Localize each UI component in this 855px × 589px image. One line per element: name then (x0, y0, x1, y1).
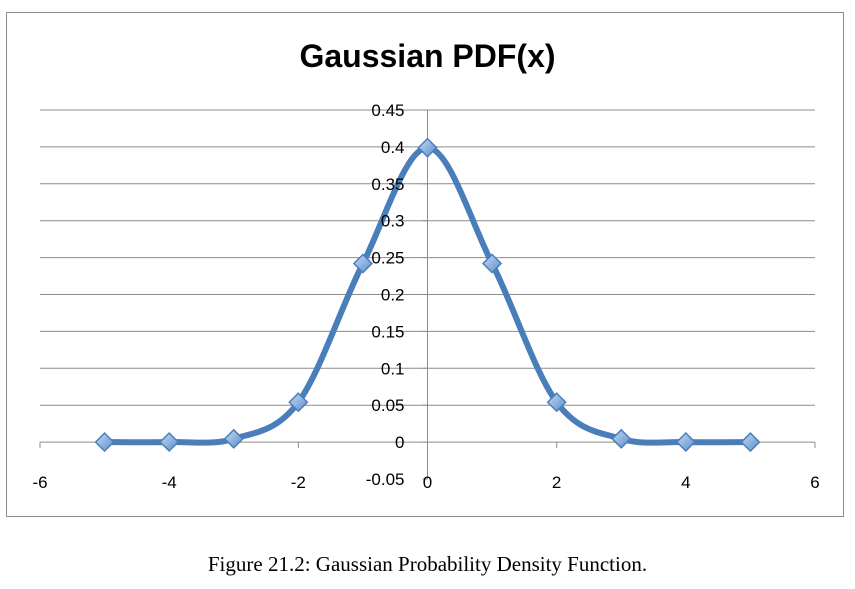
x-tick-label: -6 (32, 473, 47, 492)
y-tick-label: 0.35 (371, 175, 404, 194)
x-tick-label: 2 (552, 473, 561, 492)
y-tick-label: 0.3 (381, 212, 405, 231)
x-tick-label: 0 (423, 473, 432, 492)
data-point-marker (160, 433, 178, 451)
x-tick-label: -4 (162, 473, 177, 492)
y-tick-label: 0.45 (371, 101, 404, 120)
chart-title: Gaussian PDF(x) (0, 38, 855, 75)
y-tick-label: 0 (395, 433, 404, 452)
x-tick-label: -2 (291, 473, 306, 492)
y-tick-label: -0.05 (366, 470, 405, 489)
data-point-marker (677, 433, 695, 451)
tick-labels: 0.45 0.4 0.35 0.3 0.25 0.2 0.15 0.1 0.05 0 -0.05 -6… (32, 101, 819, 492)
figure-caption: Figure 21.2: Gaussian Probability Densit… (0, 552, 855, 577)
data-point-marker (741, 433, 759, 451)
x-tick-label: 6 (810, 473, 819, 492)
data-point-marker (612, 430, 630, 448)
data-point-marker (225, 430, 243, 448)
data-point-marker (419, 139, 437, 157)
data-point-marker (96, 433, 114, 451)
x-tick-label: 4 (681, 473, 690, 492)
y-tick-label: 0.25 (371, 249, 404, 268)
y-tick-label: 0.2 (381, 286, 405, 305)
y-tick-label: 0.15 (371, 322, 404, 341)
y-tick-label: 0.05 (371, 396, 404, 415)
y-tick-label: 0.4 (381, 138, 405, 157)
y-tick-label: 0.1 (381, 359, 405, 378)
